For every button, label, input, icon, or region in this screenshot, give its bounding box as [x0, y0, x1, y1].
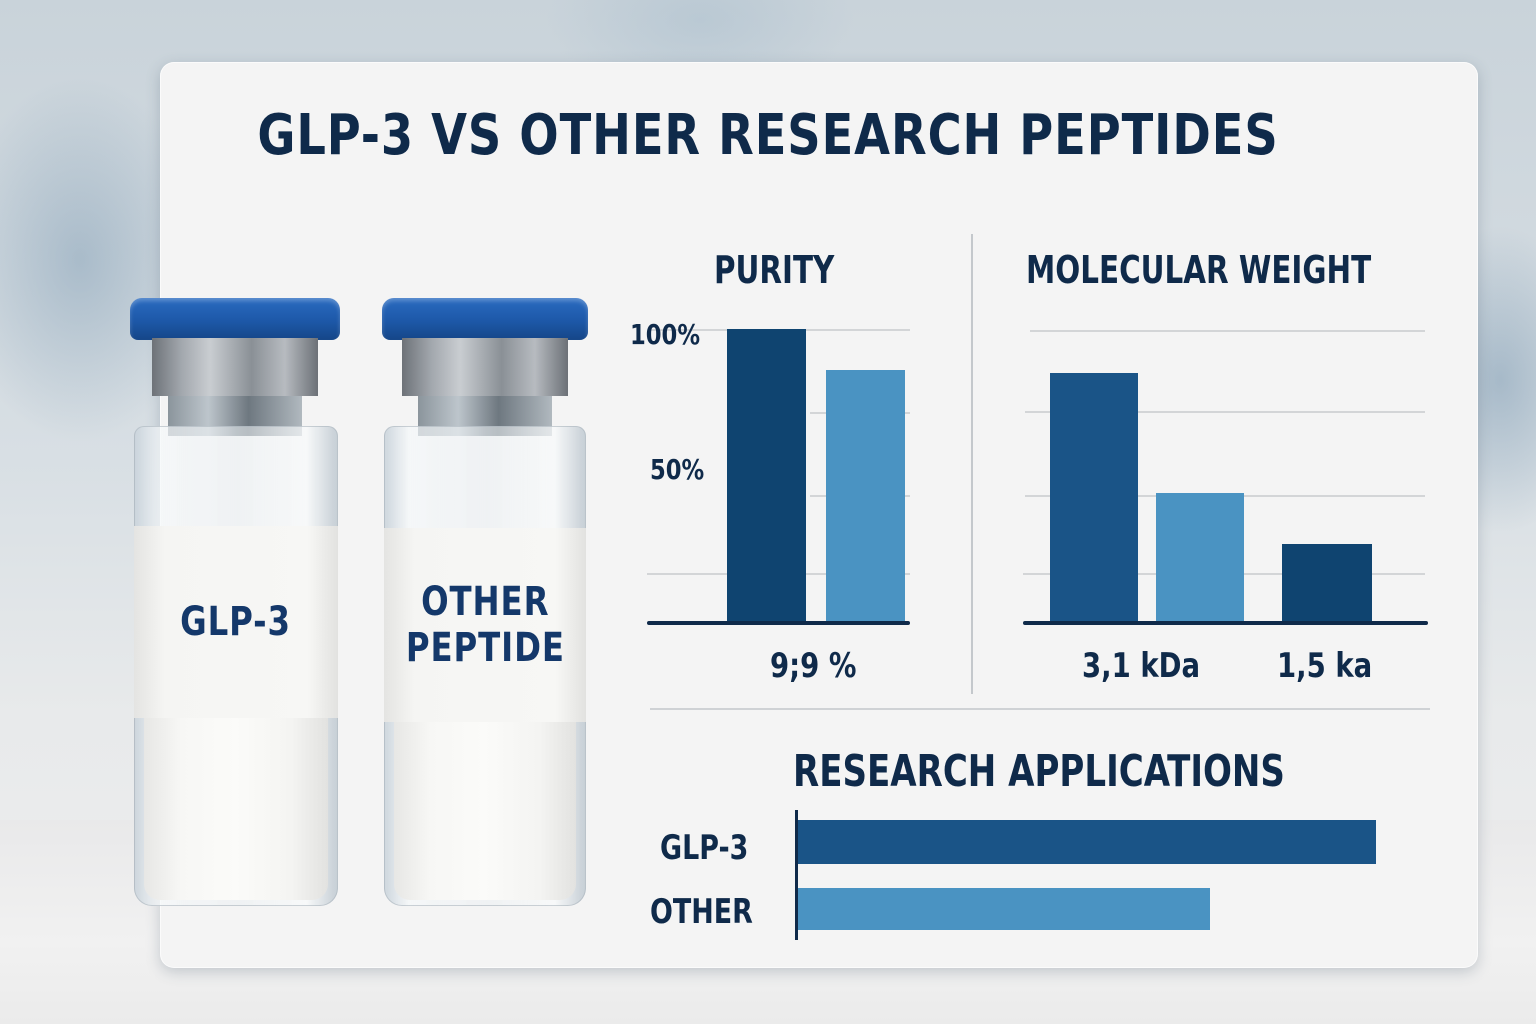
bar-other-mw [1156, 493, 1244, 623]
vial-label-text-line1: OTHER [420, 579, 550, 625]
vial-label: GLP-3 [134, 526, 338, 718]
purity-title: PURITY [714, 248, 835, 292]
y-tick-100: 100% [630, 318, 701, 351]
page-title: GLP-3 VS OTHER RESEARCH PEPTIDES [257, 103, 1279, 168]
molecular-weight-title: MOLECULAR WEIGHT [1026, 248, 1372, 292]
gridline [1025, 411, 1425, 413]
bar-glp3-purity [727, 329, 806, 623]
vial-crimp [402, 338, 568, 396]
row-label-glp3: GLP-3 [660, 828, 749, 868]
vial-cap [382, 298, 588, 340]
research-applications-title: RESEARCH APPLICATIONS [793, 746, 1285, 797]
x-axis [1023, 621, 1428, 625]
mw-value-label-1: 3,1 kDa [1082, 646, 1201, 686]
y-tick-50: 50% [650, 453, 705, 486]
row-label-other: OTHER [650, 892, 753, 932]
horizontal-divider [650, 708, 1430, 710]
vertical-divider [971, 234, 973, 694]
vial-label-text-line2: PEPTIDE [405, 625, 565, 671]
mw-value-label-2: 1,5 ka [1277, 646, 1373, 686]
vial-label-text: GLP-3 [180, 599, 292, 645]
comparison-panel [160, 62, 1478, 968]
gridline [1030, 330, 1425, 332]
x-axis [647, 621, 910, 625]
bar-third-mw [1282, 544, 1372, 623]
vial-powder [144, 718, 328, 900]
vial-glp3: GLP-3 [130, 298, 342, 910]
bar-other-applications [798, 888, 1210, 930]
vial-cap [130, 298, 340, 340]
purity-value-label: 9;9 % [770, 646, 857, 686]
bar-glp3-applications [798, 820, 1376, 864]
bar-other-purity [826, 370, 905, 623]
vial-label: OTHER PEPTIDE [384, 528, 586, 722]
vial-other-peptide: OTHER PEPTIDE [382, 298, 588, 910]
bar-glp3-mw [1050, 373, 1138, 623]
y-axis [795, 810, 798, 940]
vial-crimp [152, 338, 318, 396]
vial-powder [394, 722, 576, 900]
